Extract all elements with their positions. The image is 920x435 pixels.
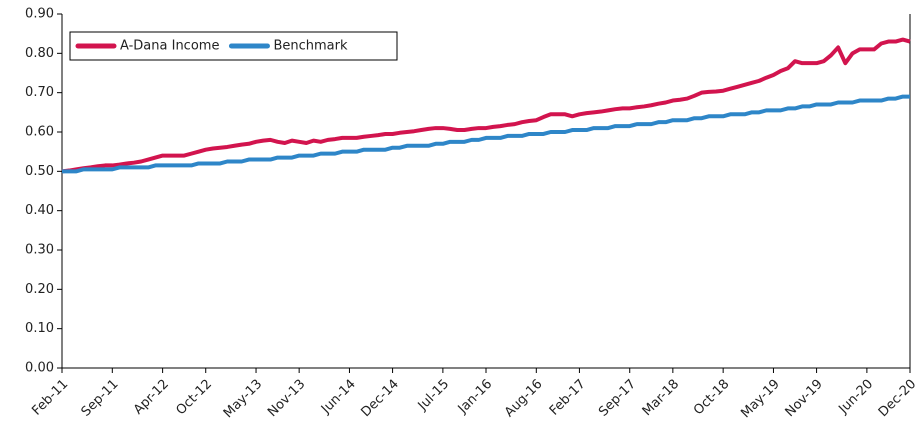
y-tick-label: 0.30	[25, 243, 54, 258]
y-tick-label: 0.20	[25, 282, 54, 297]
x-tick-label: Apr-12	[131, 377, 172, 418]
y-tick-label: 0.50	[25, 164, 54, 179]
x-tick-label: Nov-19	[783, 377, 826, 420]
x-tick-label: Jul-15	[415, 377, 452, 414]
x-tick-label: Sep-17	[596, 377, 639, 420]
legend-label: Benchmark	[273, 39, 348, 54]
x-tick-label: May-19	[738, 377, 782, 421]
y-tick-label: 0.60	[25, 125, 54, 140]
x-tick-label: Dec-20	[876, 377, 919, 420]
y-tick-label: 0.80	[25, 46, 54, 61]
x-tick-label: Oct-12	[174, 377, 216, 419]
x-tick-label: Jun-20	[835, 377, 876, 418]
x-tick-label: Jan-16	[455, 377, 496, 418]
series-line	[62, 94, 910, 174]
x-tick-label: Oct-18	[691, 377, 733, 419]
y-tick-label: 0.00	[25, 361, 54, 376]
x-tick-label: Dec-14	[358, 377, 401, 420]
x-tick-label: Mar-18	[640, 377, 682, 419]
series-line	[61, 37, 911, 174]
legend-label: A-Dana Income	[120, 39, 219, 54]
y-tick-label: 0.90	[25, 7, 54, 22]
x-tick-label: Sep-11	[79, 377, 122, 420]
x-tick-label: Feb-17	[547, 377, 589, 419]
x-tick-label: Jun-14	[318, 377, 359, 418]
y-tick-label: 0.40	[25, 203, 54, 218]
y-tick-label: 0.10	[25, 321, 54, 336]
x-tick-label: Nov-13	[265, 377, 308, 420]
x-tick-label: Feb-11	[29, 377, 71, 419]
x-tick-label: May-13	[221, 377, 265, 421]
y-tick-label: 0.70	[25, 85, 54, 100]
x-tick-label: Aug-16	[502, 377, 546, 421]
